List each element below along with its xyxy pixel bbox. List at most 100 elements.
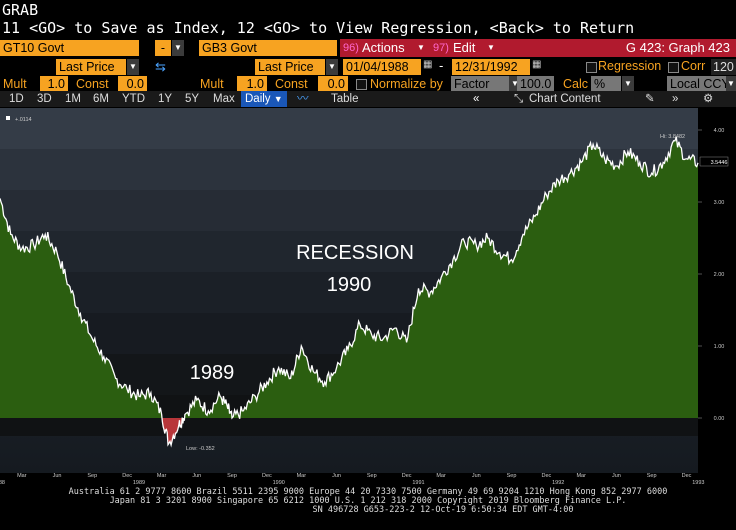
const1-label: Const [76,77,109,91]
swap-icon[interactable]: ⇆ [155,59,166,74]
action-bar: 96) Actions ▼ 97) Edit ▼ G 423: Graph 42… [340,39,736,57]
normalize-label: Normalize by [370,77,443,91]
ccy-select[interactable]: Local CCY [667,76,726,92]
frequency-label: Daily [245,93,271,105]
mult2-field[interactable]: 1.0 [237,76,267,92]
x-tick-label: Dec [402,473,412,479]
footer-line2: Japan 81 3 3201 8900 Singapore 65 6212 1… [109,496,627,506]
recession-annotation-line1: RECESSION [296,242,414,264]
y-tick-label: 2.00 [714,272,725,278]
corr-label: Corr [681,59,706,73]
legend: +.0114 [6,116,32,123]
table-button[interactable]: Table [331,93,359,105]
x-tick-label: Jun [472,473,481,479]
ccy-dropdown-icon[interactable]: ▼ [726,76,736,91]
end-date-field[interactable]: 12/31/1992 [452,59,530,75]
field2-select[interactable]: Last Price [255,59,325,75]
tab-1d[interactable]: 1D [9,93,24,105]
operator-field[interactable]: - [155,40,171,56]
tab-1m[interactable]: 1M [65,93,81,105]
security2-field[interactable]: GB3 Govt [199,40,337,56]
price-chart[interactable]: 0.00 1.00 2.00 3.00 4.00 Mar Jun Sep Dec Mar Jun S… [0,108,736,486]
tab-3d[interactable]: 3D [37,93,52,105]
security1-field[interactable]: GT10 Govt [0,40,139,56]
end-calendar-icon[interactable]: ▦ [532,59,542,70]
series-line [0,136,699,448]
low-label: Low: -0.352 [186,446,215,452]
tab-max[interactable]: Max [213,93,235,105]
calc-dropdown-icon[interactable]: ▼ [622,76,634,91]
mult1-field[interactable]: 1.0 [40,76,68,92]
x-tick-label: Mar [436,473,446,479]
factor-value[interactable]: 100.0 [517,76,554,92]
calc-label: Calc [563,77,589,91]
x-year-label: 1992 [552,480,564,486]
tab-ytd[interactable]: YTD [122,93,145,105]
edit-menu[interactable]: Edit [453,40,476,55]
start-calendar-icon[interactable]: ▦ [423,59,433,70]
x-tick-label: Jun [612,473,621,479]
y-tick-label: 4.00 [714,128,725,134]
x-tick-label: Mar [17,473,27,479]
chart-content-icon[interactable]: ⤡ [514,93,524,105]
operator-dropdown-icon[interactable]: ▼ [172,40,184,56]
normalize-checkbox[interactable] [356,79,367,90]
expand-right-icon[interactable]: » [672,93,679,105]
graph-id: G 423: Graph 423 [625,40,730,55]
field2-dropdown-icon[interactable]: ▼ [326,59,338,75]
y-tick-label: 1.00 [714,344,725,350]
x-axis: Mar Jun Sep Dec Mar Jun Sep Dec Mar Jun Sep Dec Mar J… [0,473,705,486]
collapse-left-icon[interactable]: « [473,93,480,105]
x-tick-label: Sep [367,473,377,479]
regression-label: Regression [598,59,662,73]
recession-annotation-line2: 1990 [327,274,372,296]
x-year-label: 1990 [273,480,285,486]
actions-menu[interactable]: Actions [362,40,405,55]
tab-1y[interactable]: 1Y [158,93,173,105]
legend-swatch [6,116,10,120]
instruction-line: 11 <GO> to Save as Index, 12 <GO> to Vie… [2,19,635,37]
last-price-box [699,156,729,167]
date-dash: - [439,58,444,73]
calc-select[interactable]: % [591,76,621,92]
x-tick-label: Dec [262,473,272,479]
factor-select[interactable]: Factor [451,76,509,92]
toolbar-transform: Mult 1.0 Const 0.0 Mult 1.0 Const 0.0 No… [0,76,736,92]
x-year-label: 1989 [133,480,145,486]
x-tick-label: Sep [227,473,237,479]
toolbar-securities: GT10 Govt - ▼ GB3 Govt 96) Actions ▼ 97)… [0,39,736,57]
const2-label: Const [275,77,308,91]
regression-checkbox[interactable] [586,62,597,73]
tab-6m[interactable]: 6M [93,93,109,105]
y-axis: 0.00 1.00 2.00 3.00 4.00 [698,128,724,422]
frequency-dropdown-icon: ▼ [273,94,283,104]
x-tick-label: Mar [576,473,586,479]
footer-line1: Australia 61 2 9777 8600 Brazil 5511 239… [68,487,668,497]
start-date-field[interactable]: 01/04/1988 [343,59,421,75]
annotate-icon[interactable]: ✎ [645,93,655,105]
field1-select[interactable]: Last Price [56,59,126,75]
toolbar-fields: Last Price ▼ ⇆ Last Price ▼ 01/04/1988 ▦… [0,58,736,75]
chart-content-button[interactable]: Chart Content [529,93,601,105]
line-chart-icon[interactable]: 〰 [297,93,309,105]
const1-field[interactable]: 0.0 [118,76,147,92]
corr-value[interactable]: 120 [711,59,736,75]
edit-dropdown-icon[interactable]: ▼ [487,43,495,52]
last-price-label: 3.5446 [711,160,728,166]
field1-dropdown-icon[interactable]: ▼ [127,59,139,75]
x-tick-label: Dec [682,473,692,479]
frequency-dropdown[interactable]: Daily ▼ [241,91,287,107]
footer-line3: SN 496728 G653-223-2 12-Oct-19 6:50:34 E… [312,505,574,515]
mult2-label: Mult [200,77,224,91]
settings-gear-icon[interactable]: ⚙ [703,93,714,105]
corr-checkbox[interactable] [668,62,679,73]
x-year-label: 1988 [0,480,5,486]
tab-5y[interactable]: 5Y [185,93,200,105]
y-tick-label: 0.00 [714,416,725,422]
actions-num: 96) [343,42,359,54]
const2-field[interactable]: 0.0 [318,76,348,92]
actions-dropdown-icon[interactable]: ▼ [417,43,425,52]
x-tick-label: Sep [647,473,657,479]
x-tick-label: Jun [332,473,341,479]
y-tick-label: 3.00 [714,200,725,206]
